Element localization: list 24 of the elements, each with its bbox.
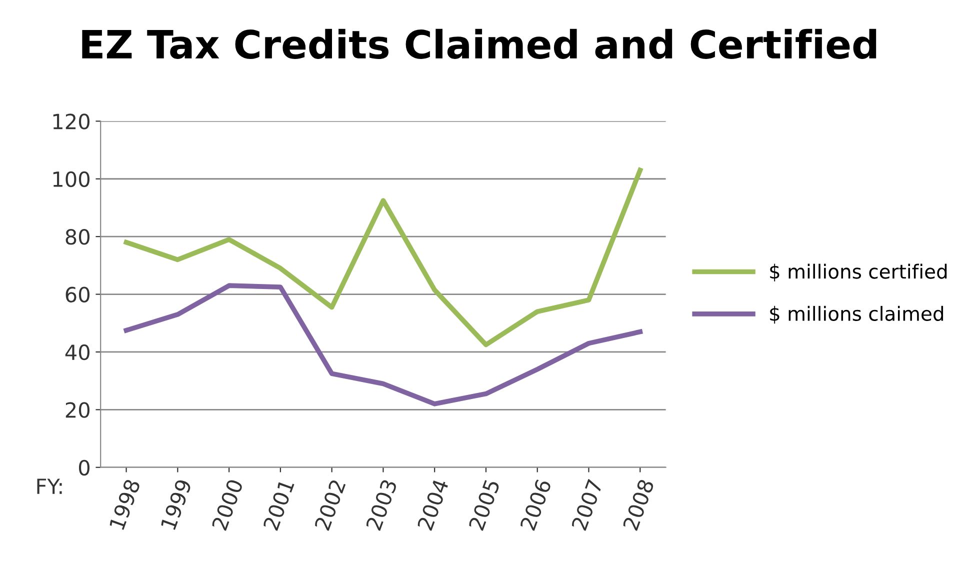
x-tick-label: 2005	[468, 478, 500, 531]
x-tick-label: 1999	[160, 478, 192, 530]
y-tick-label: 120	[53, 114, 90, 130]
legend-label: $ millions claimed	[770, 306, 944, 324]
x-tick-label: 2002	[314, 479, 346, 531]
x-tick-label: 2008	[622, 478, 654, 531]
y-tick-label: 40	[65, 344, 90, 360]
y-tick-label: 80	[66, 229, 90, 245]
chart-title: EZ Tax Credits Claimed and Certified	[82, 28, 876, 59]
x-tick-label: 1998	[108, 478, 141, 530]
x-tick-label: 2003	[366, 478, 398, 531]
x-tick-label: 2000	[211, 478, 244, 531]
line-series	[124, 168, 643, 348]
legend-label: $ millions certified	[770, 264, 947, 282]
x-tick-label: 2006	[520, 478, 552, 531]
y-tick-label: 20	[66, 402, 90, 418]
x-tick-label: 2007	[571, 478, 603, 531]
y-tick-label: 0	[78, 460, 90, 476]
y-tick-label: 100	[53, 171, 90, 188]
x-tick-label: 2004	[416, 478, 449, 531]
x-tick-label: 2001	[262, 479, 295, 531]
line-series	[124, 283, 643, 406]
y-tick-label: 60	[66, 286, 90, 302]
x-axis-title: FY:	[37, 478, 62, 494]
